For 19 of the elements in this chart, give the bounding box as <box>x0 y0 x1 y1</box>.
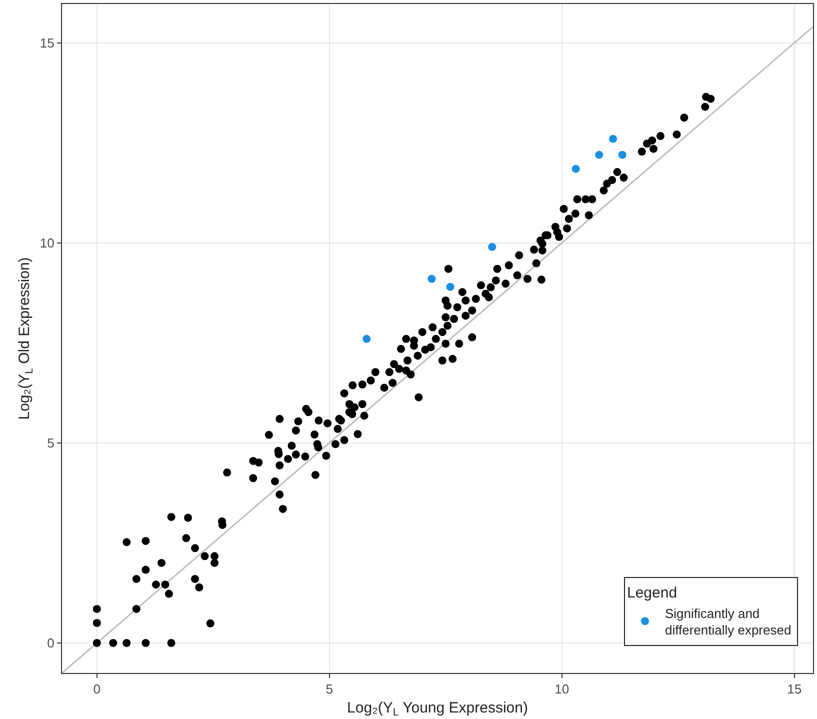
point <box>446 282 454 291</box>
y-tick-label: 15 <box>40 35 54 50</box>
x-tick-label: 10 <box>554 682 570 697</box>
y-tick-label: 10 <box>40 235 54 250</box>
x-tick-label: 5 <box>326 682 333 697</box>
x-tick-label: 15 <box>787 682 802 697</box>
legend-title: Legend <box>626 584 678 602</box>
point <box>362 334 371 343</box>
point <box>428 274 436 283</box>
legend-label: Significantly and differentially expresed <box>664 606 792 638</box>
point <box>572 164 580 173</box>
point <box>609 134 618 143</box>
x-axis-title: Log₂(Y$_{L}$ Young Expression) <box>347 700 528 719</box>
point <box>618 150 626 159</box>
point <box>595 150 604 159</box>
point <box>488 242 496 251</box>
x-tick-label: 0 <box>93 682 100 697</box>
y-tick-label: 5 <box>47 435 54 450</box>
y-tick-label: 0 <box>47 636 54 651</box>
